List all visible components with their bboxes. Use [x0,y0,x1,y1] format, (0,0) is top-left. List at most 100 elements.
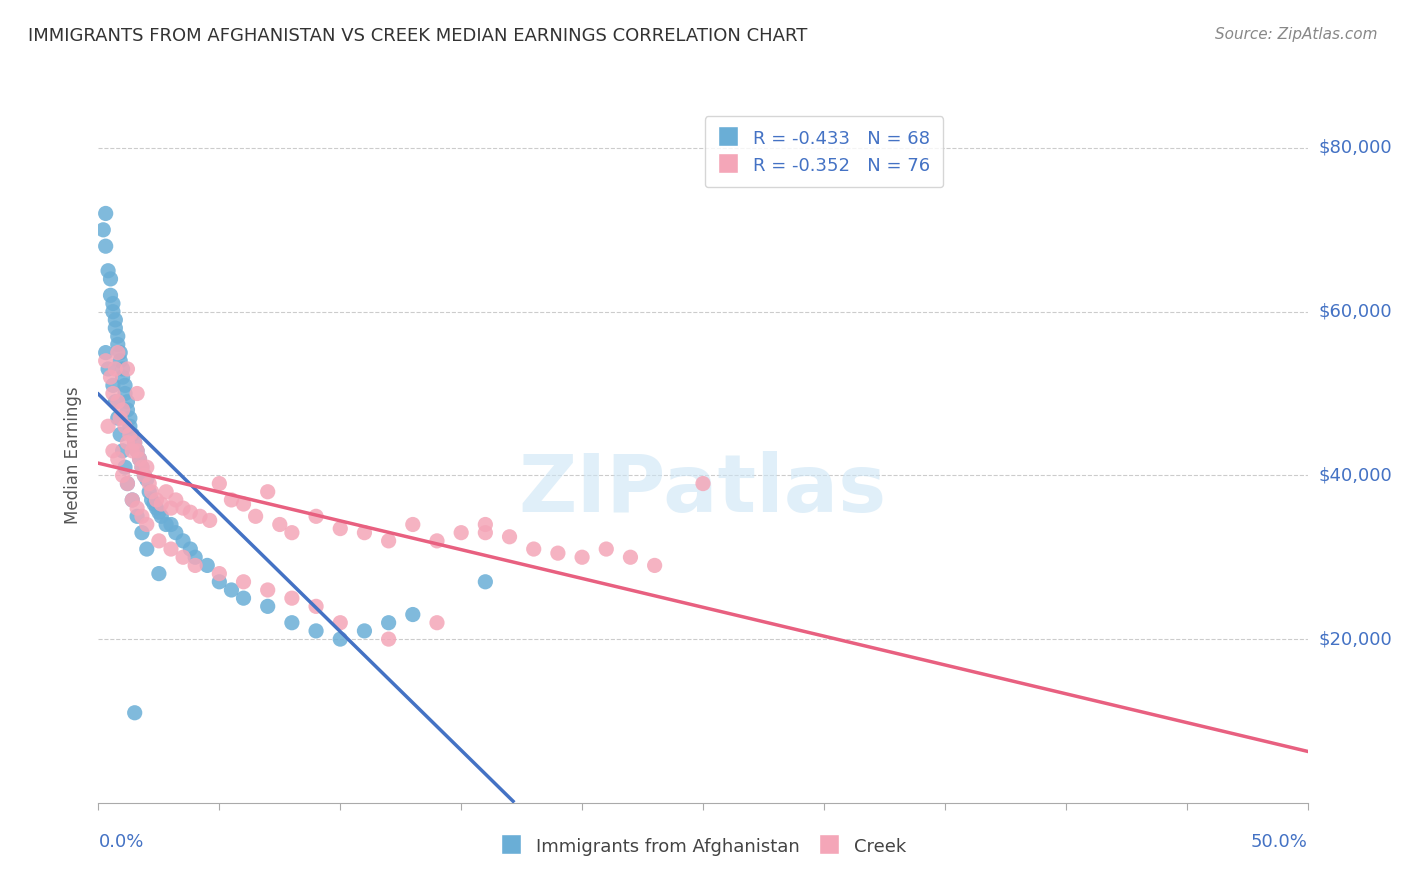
Point [426,615,449,630]
Point [104,394,127,409]
Point [127,443,149,458]
Point [498,530,520,544]
Point [329,522,352,536]
Point [184,558,207,573]
Point [208,566,231,581]
Point [135,542,157,557]
Point [114,386,136,401]
Point [256,484,278,499]
Point [232,497,254,511]
Point [595,542,617,557]
Point [145,492,167,507]
Point [474,574,496,589]
Point [141,484,163,499]
Point [118,411,141,425]
Point [256,582,278,597]
Point [208,574,231,589]
Point [121,427,143,442]
Point [281,615,304,630]
Point [474,525,496,540]
Point [107,337,129,351]
Point [100,288,122,302]
Point [101,386,124,401]
Point [329,615,352,630]
Point [111,468,134,483]
Point [353,624,375,638]
Point [134,468,156,483]
Point [377,632,399,646]
Point [402,517,425,532]
Point [184,550,207,565]
Point [305,624,328,638]
Point [305,509,328,524]
Point [127,386,149,401]
Point [160,501,183,516]
Point [107,345,129,359]
Y-axis label: Median Earnings: Median Earnings [63,386,82,524]
Text: $20,000: $20,000 [1319,630,1392,648]
Point [188,509,211,524]
Point [101,304,124,318]
Point [155,517,177,532]
Text: IMMIGRANTS FROM AFGHANISTAN VS CREEK MEDIAN EARNINGS CORRELATION CHART: IMMIGRANTS FROM AFGHANISTAN VS CREEK MED… [28,27,807,45]
Point [124,435,146,450]
Point [141,492,163,507]
Point [127,509,149,524]
Text: 50.0%: 50.0% [1251,833,1308,851]
Point [329,632,352,646]
Point [121,443,143,458]
Point [94,206,117,220]
Point [474,517,496,532]
Legend: Immigrants from Afghanistan, Creek: Immigrants from Afghanistan, Creek [492,830,914,863]
Point [117,476,139,491]
Point [107,411,129,425]
Point [94,239,117,253]
Point [145,501,167,516]
Point [269,517,291,532]
Point [138,476,160,491]
Point [121,492,143,507]
Point [619,550,641,565]
Point [377,533,399,548]
Point [124,706,146,720]
Point [256,599,278,614]
Point [117,476,139,491]
Point [111,370,134,384]
Point [100,272,122,286]
Point [305,599,328,614]
Point [107,329,129,343]
Text: 0.0%: 0.0% [98,833,143,851]
Point [135,517,157,532]
Point [97,362,120,376]
Point [523,542,546,557]
Point [221,582,243,597]
Point [128,452,150,467]
Point [97,419,120,434]
Point [118,427,141,442]
Text: ZIPatlas: ZIPatlas [519,450,887,529]
Point [281,591,304,606]
Point [117,435,139,450]
Point [114,378,136,392]
Point [114,460,136,475]
Point [165,492,187,507]
Point [124,435,146,450]
Point [111,443,134,458]
Point [402,607,425,622]
Point [111,362,134,376]
Point [150,509,173,524]
Point [179,505,201,519]
Point [131,525,153,540]
Point [91,223,114,237]
Point [107,394,129,409]
Point [108,353,131,368]
Point [353,525,375,540]
Point [127,501,149,516]
Point [195,558,218,573]
Point [281,525,304,540]
Point [172,533,194,548]
Text: $80,000: $80,000 [1319,139,1392,157]
Point [107,452,129,467]
Point [138,484,160,499]
Point [135,460,157,475]
